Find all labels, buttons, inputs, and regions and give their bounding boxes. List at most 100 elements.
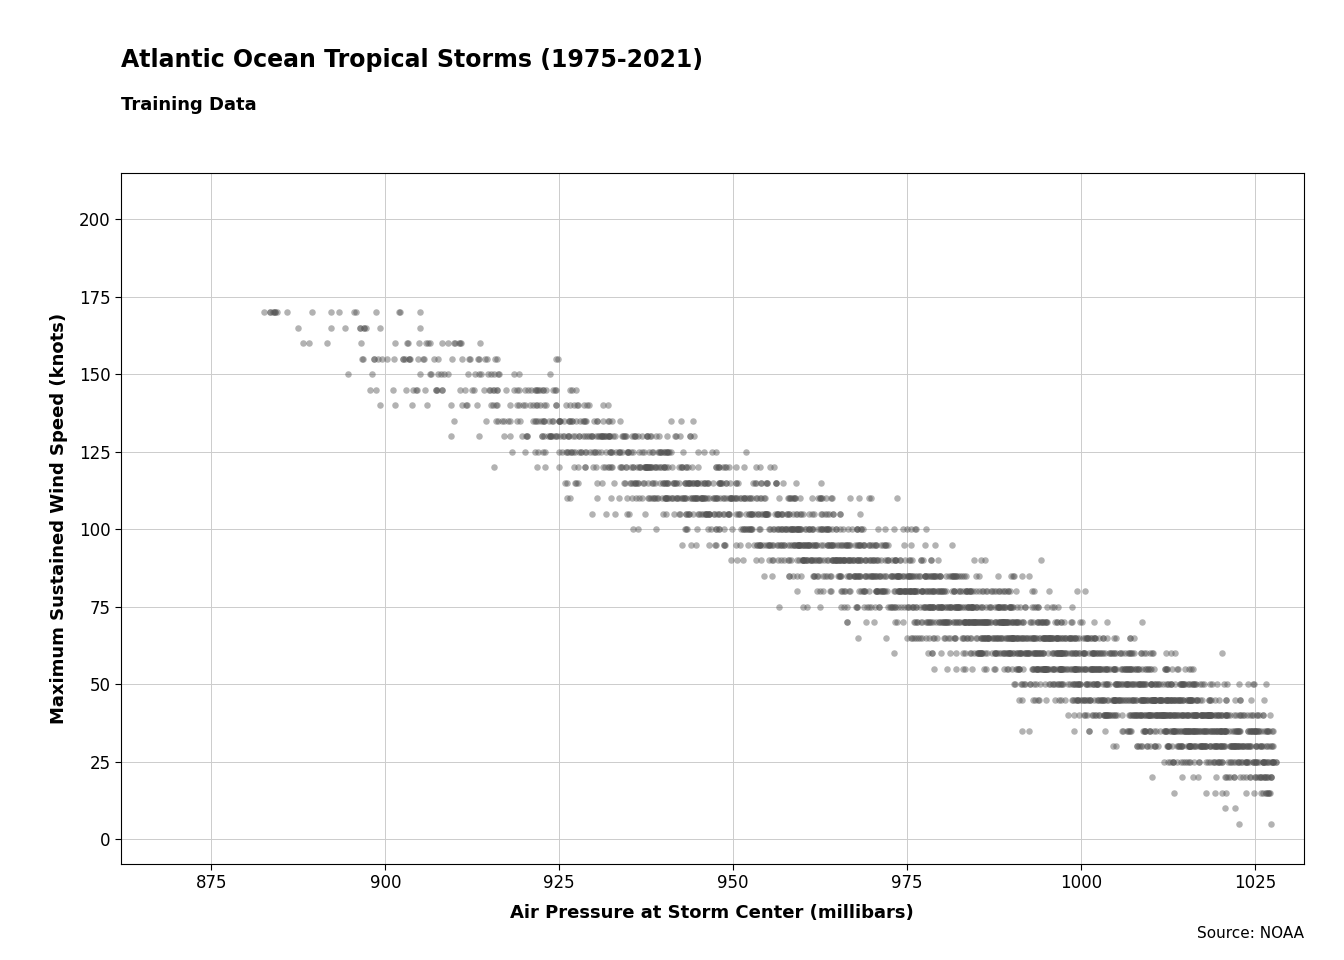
Point [454, 382, 476, 397]
Point [1032, 661, 1054, 677]
Point [900, 521, 922, 537]
Point [574, 428, 595, 444]
Point [367, 351, 388, 367]
Point [633, 475, 655, 491]
Point [1132, 614, 1153, 630]
Point [656, 491, 677, 506]
Point [1077, 630, 1098, 645]
Point [1102, 661, 1124, 677]
Point [866, 568, 887, 584]
Point [1141, 692, 1163, 708]
Point [1154, 645, 1176, 660]
Point [1062, 630, 1083, 645]
Point [866, 553, 887, 568]
Point [1224, 754, 1246, 769]
Point [952, 568, 973, 584]
Point [1082, 708, 1103, 723]
Point [770, 537, 792, 552]
Point [952, 630, 973, 645]
Point [837, 553, 859, 568]
Point [1047, 677, 1068, 692]
Point [1254, 770, 1275, 785]
Point [444, 413, 465, 428]
Point [687, 491, 708, 506]
Point [793, 537, 814, 552]
Point [970, 553, 992, 568]
Point [948, 599, 969, 614]
Point [843, 568, 864, 584]
Point [1093, 708, 1114, 723]
Point [628, 428, 649, 444]
Point [388, 304, 410, 320]
Point [1243, 677, 1265, 692]
Point [1021, 584, 1043, 599]
Point [806, 553, 828, 568]
Point [1218, 770, 1239, 785]
Point [292, 336, 313, 351]
Point [1232, 708, 1254, 723]
Point [1093, 708, 1114, 723]
Point [1235, 738, 1257, 754]
Point [1051, 645, 1073, 660]
Point [902, 584, 923, 599]
Point [641, 475, 663, 491]
Point [984, 614, 1005, 630]
Point [540, 428, 562, 444]
Point [1075, 677, 1097, 692]
Point [1180, 723, 1202, 738]
Point [1255, 785, 1277, 801]
Point [1258, 738, 1279, 754]
Point [540, 367, 562, 382]
Point [1145, 692, 1167, 708]
Point [710, 491, 731, 506]
Point [966, 614, 988, 630]
Point [816, 521, 837, 537]
Point [1179, 738, 1200, 754]
Point [958, 599, 980, 614]
Point [708, 475, 730, 491]
Point [1134, 677, 1156, 692]
Point [1177, 692, 1199, 708]
Point [1179, 738, 1200, 754]
Point [960, 584, 981, 599]
Point [1185, 723, 1207, 738]
Point [1008, 614, 1030, 630]
Point [679, 491, 700, 506]
Point [519, 397, 540, 413]
Point [1211, 645, 1232, 660]
Point [1089, 661, 1110, 677]
Point [1137, 738, 1159, 754]
Point [935, 614, 957, 630]
Point [1242, 723, 1263, 738]
Point [922, 568, 943, 584]
Point [1163, 708, 1184, 723]
Point [629, 460, 650, 475]
Point [898, 568, 919, 584]
Point [786, 521, 808, 537]
Point [1154, 661, 1176, 677]
Point [977, 645, 999, 660]
Point [1052, 661, 1074, 677]
Point [1082, 677, 1103, 692]
Point [1255, 770, 1277, 785]
Point [969, 645, 991, 660]
Point [511, 428, 532, 444]
Point [1241, 723, 1262, 738]
Point [961, 614, 982, 630]
Point [954, 614, 976, 630]
Point [657, 491, 679, 506]
Point [1068, 677, 1090, 692]
Point [1126, 738, 1148, 754]
Point [1141, 708, 1163, 723]
Point [778, 568, 800, 584]
Point [1168, 708, 1189, 723]
Point [1210, 708, 1231, 723]
Point [1134, 708, 1156, 723]
Point [656, 444, 677, 460]
Point [1228, 692, 1250, 708]
Point [888, 584, 910, 599]
Point [1169, 723, 1191, 738]
Point [1030, 614, 1051, 630]
Point [1236, 754, 1258, 769]
Point [1191, 708, 1212, 723]
